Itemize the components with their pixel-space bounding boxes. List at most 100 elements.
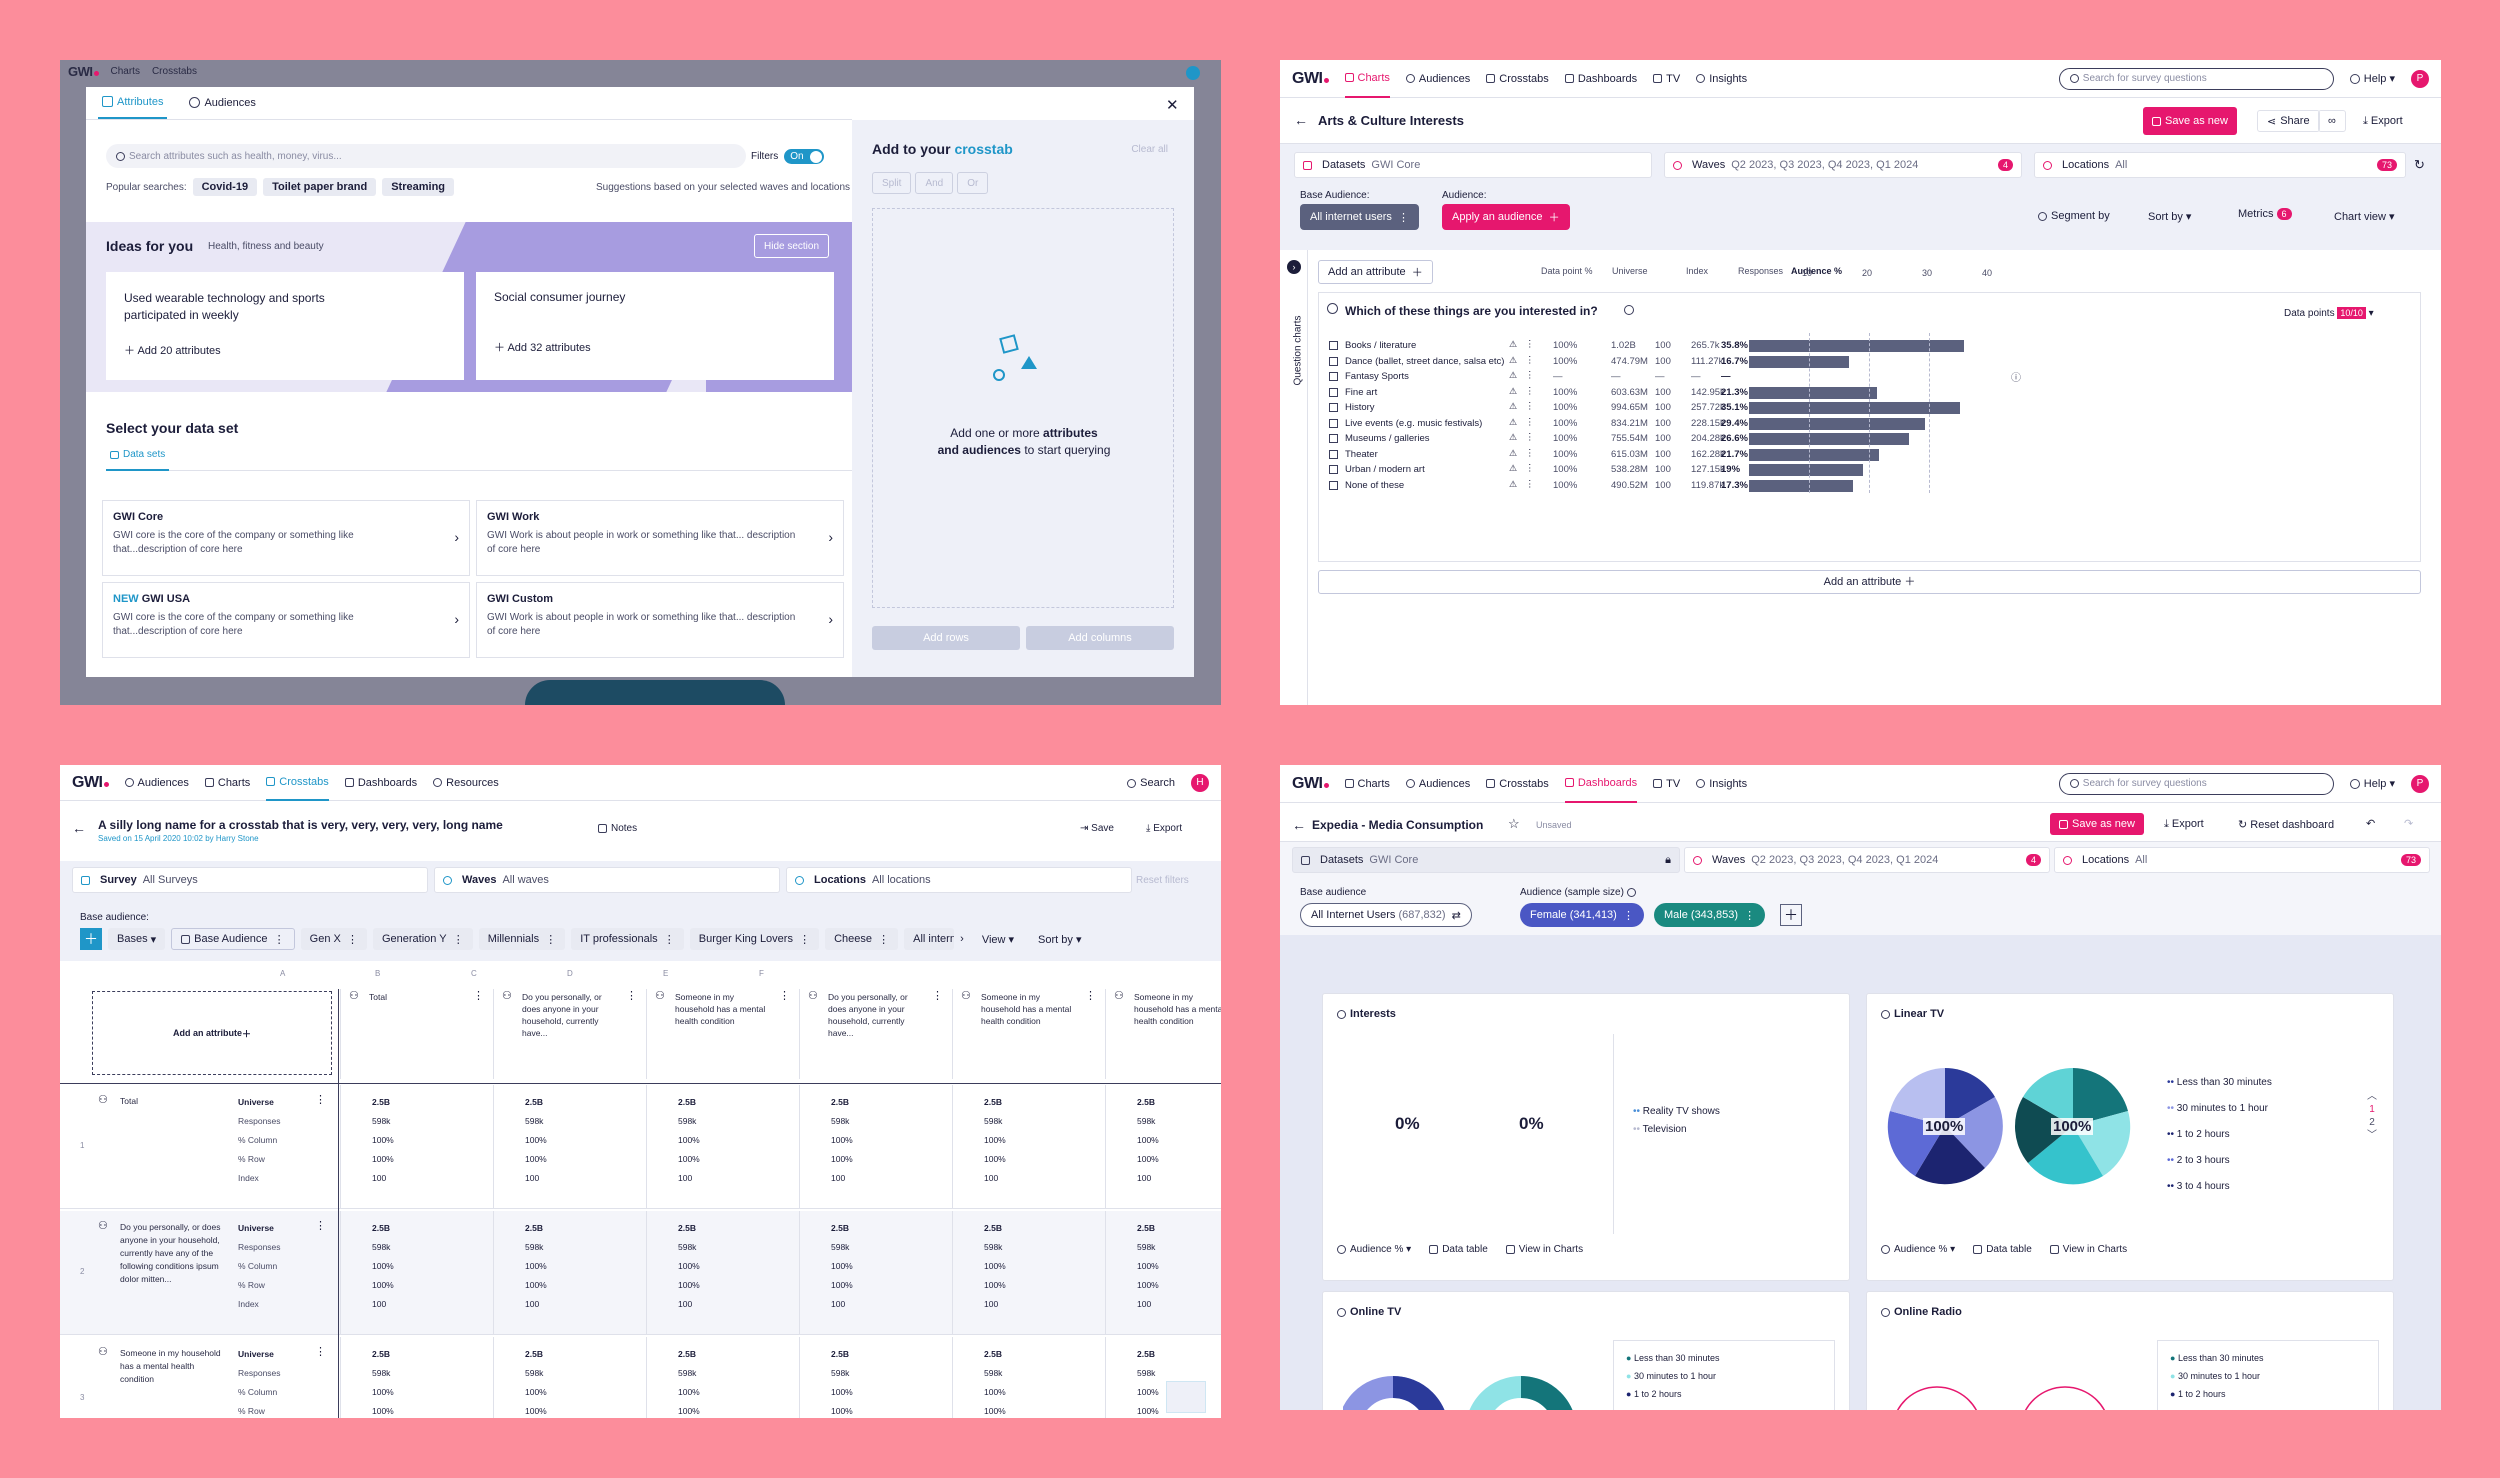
warning-icon[interactable]: ⚠ — [1509, 354, 1518, 365]
survey-search-input[interactable]: Search for survey questions — [2058, 67, 2334, 90]
drop-zone[interactable]: Add one or more attributes and audiences … — [872, 208, 1174, 608]
avatar[interactable]: P — [2411, 69, 2429, 88]
bases-menu[interactable]: Bases ▾ — [108, 928, 166, 950]
nav-dashboards[interactable]: Dashboards — [344, 765, 417, 801]
warning-icon[interactable]: ⚠ — [1509, 385, 1518, 396]
audience-percent-menu[interactable]: Audience % ▾ — [1881, 1244, 1955, 1255]
cell-value[interactable]: 598k — [1137, 1242, 1156, 1252]
info-icon[interactable] — [1881, 1308, 1890, 1317]
cell-value[interactable]: 100% — [831, 1387, 853, 1397]
row-menu-icon[interactable]: ⋮ — [315, 1346, 326, 1358]
split-button[interactable]: Split — [872, 172, 912, 194]
column-header[interactable]: ⚇ Someone in my household has a mental he… — [646, 989, 798, 1079]
row-header-text[interactable]: Total — [120, 1096, 138, 1106]
clear-all-button[interactable]: Clear all — [1131, 144, 1168, 155]
data-row[interactable]: Dance (ballet, street dance, salsa etc) ⚠… — [1319, 354, 2419, 369]
info-icon[interactable] — [1881, 1010, 1890, 1019]
cell-value[interactable]: 100% — [984, 1387, 1006, 1397]
cell-value[interactable]: 598k — [831, 1116, 850, 1126]
row-menu-icon[interactable]: ⋮ — [1525, 339, 1535, 350]
dataset-card-gwi-custom[interactable]: GWI Custom GWI Work is about people in w… — [476, 582, 844, 658]
cell-value[interactable]: 100% — [678, 1387, 700, 1397]
add-columns-button[interactable]: Add columns — [1026, 626, 1174, 650]
row-checkbox[interactable] — [1329, 480, 1338, 490]
cell-value[interactable]: 100% — [831, 1135, 853, 1145]
cell-value[interactable]: 100 — [984, 1173, 999, 1183]
cell-value[interactable]: 100 — [1137, 1173, 1152, 1183]
audience-chip[interactable]: Generation Y ⋮ — [372, 928, 473, 950]
waves-filter[interactable]: Waves Q2 2023, Q3 2023, Q4 2023, Q1 2024 4 — [1664, 152, 2022, 178]
data-table-button[interactable]: Data table — [1429, 1244, 1488, 1255]
cell-value[interactable]: 100 — [525, 1173, 540, 1183]
back-arrow-icon[interactable]: ← — [1292, 817, 1306, 833]
cell-value[interactable]: 100% — [525, 1261, 547, 1271]
data-row[interactable]: Books / literature ⚠ ⋮ 100% 1.02B 100 265.7k 35… — [1319, 338, 2419, 353]
cell-value[interactable]: 100% — [1137, 1280, 1159, 1290]
add-attribute-button[interactable]: Add an attribute ＋ — [1318, 260, 1433, 284]
chart-view-menu[interactable]: Chart view ▾ — [2334, 211, 2395, 223]
column-menu-icon[interactable]: ⋮ — [626, 990, 637, 1002]
audience-chip[interactable]: Cheese ⋮ — [825, 928, 899, 950]
audience-chip[interactable]: All intern — [904, 928, 955, 950]
base-audience-chip[interactable]: All Internet Users (687,832) ⇄ — [1300, 903, 1472, 927]
cell-value[interactable]: 2.5B — [372, 1349, 390, 1359]
or-button[interactable]: Or — [957, 172, 989, 194]
view-in-charts-button[interactable]: View in Charts — [2049, 1244, 2127, 1255]
idea-card[interactable]: Social consumer journey ＋ Add 32 attribu… — [476, 272, 834, 380]
cell-value[interactable]: 2.5B — [984, 1349, 1002, 1359]
avatar[interactable]: H — [1191, 773, 1209, 792]
cell-value[interactable]: 2.5B — [831, 1223, 849, 1233]
bar[interactable] — [1749, 433, 1909, 445]
cell-value[interactable]: 598k — [984, 1368, 1003, 1378]
data-row[interactable]: Live events (e.g. music festivals) ⚠ ⋮ 100%… — [1319, 416, 2419, 431]
row-checkbox[interactable] — [1329, 341, 1338, 350]
avatar[interactable]: P — [2411, 774, 2429, 793]
cell-value[interactable]: 2.5B — [678, 1223, 696, 1233]
warning-icon[interactable]: ⚠ — [1509, 401, 1518, 411]
warning-icon[interactable]: ⚠ — [1509, 432, 1518, 442]
info-icon[interactable] — [1626, 888, 1636, 897]
add-audience-button[interactable]: ＋ — [1780, 904, 1802, 926]
info-icon[interactable] — [1337, 1308, 1346, 1317]
row-checkbox[interactable] — [1329, 465, 1338, 474]
cell-value[interactable]: 2.5B — [831, 1349, 849, 1359]
cell-value[interactable]: 100 — [372, 1299, 387, 1309]
cell-value[interactable]: 598k — [678, 1116, 697, 1126]
bar[interactable] — [1749, 479, 1853, 492]
cell-value[interactable]: 598k — [831, 1368, 850, 1378]
audience-chip[interactable]: IT professionals ⋮ — [571, 928, 684, 950]
save-button[interactable]: ⇥ Save — [1080, 823, 1114, 834]
search-button[interactable]: Search — [1127, 777, 1175, 789]
cell-value[interactable]: 2.5B — [678, 1097, 696, 1107]
row-checkbox[interactable] — [1329, 403, 1338, 412]
nav-charts[interactable]: Charts — [204, 765, 250, 801]
logo[interactable]: GWI — [1292, 70, 1329, 88]
cell-value[interactable]: 598k — [1137, 1368, 1156, 1378]
cell-value[interactable]: 100% — [678, 1280, 700, 1290]
help-menu[interactable]: Help ▾ — [2349, 777, 2395, 790]
export-button[interactable]: ⤓ Export — [1146, 823, 1182, 834]
cell-value[interactable]: 100 — [831, 1299, 846, 1309]
cell-value[interactable]: 100% — [525, 1406, 547, 1416]
and-button[interactable]: And — [915, 172, 954, 194]
warning-icon[interactable]: ⚠ — [1509, 478, 1518, 489]
cell-value[interactable]: 100 — [678, 1299, 693, 1309]
cell-value[interactable]: 100% — [678, 1261, 700, 1271]
cell-value[interactable]: 2.5B — [525, 1223, 543, 1233]
cell-value[interactable]: 100% — [984, 1154, 1006, 1164]
bar[interactable] — [1749, 402, 1960, 414]
cell-value[interactable]: 598k — [372, 1242, 391, 1252]
tab-attributes[interactable]: Attributes — [98, 86, 168, 119]
audience-percent-menu[interactable]: Audience % ▾ — [1337, 1244, 1411, 1255]
cell-value[interactable]: 100% — [1137, 1154, 1159, 1164]
warning-icon[interactable]: ⚠ — [1509, 463, 1518, 473]
row-menu-icon[interactable]: ⋮ — [1525, 385, 1535, 397]
row-header-text[interactable]: Someone in my household has a mental hea… — [120, 1348, 221, 1384]
cell-value[interactable]: 100 — [1137, 1299, 1152, 1309]
refresh-icon[interactable]: ↻ — [2414, 157, 2425, 172]
cell-value[interactable]: 2.5B — [372, 1223, 390, 1233]
datasets-filter[interactable]: Datasets GWI Core 🔒︎ — [1292, 847, 1680, 873]
cell-value[interactable]: 100% — [678, 1154, 700, 1164]
hide-section-button[interactable]: Hide section — [754, 234, 830, 258]
cell-value[interactable]: 100% — [678, 1135, 700, 1145]
